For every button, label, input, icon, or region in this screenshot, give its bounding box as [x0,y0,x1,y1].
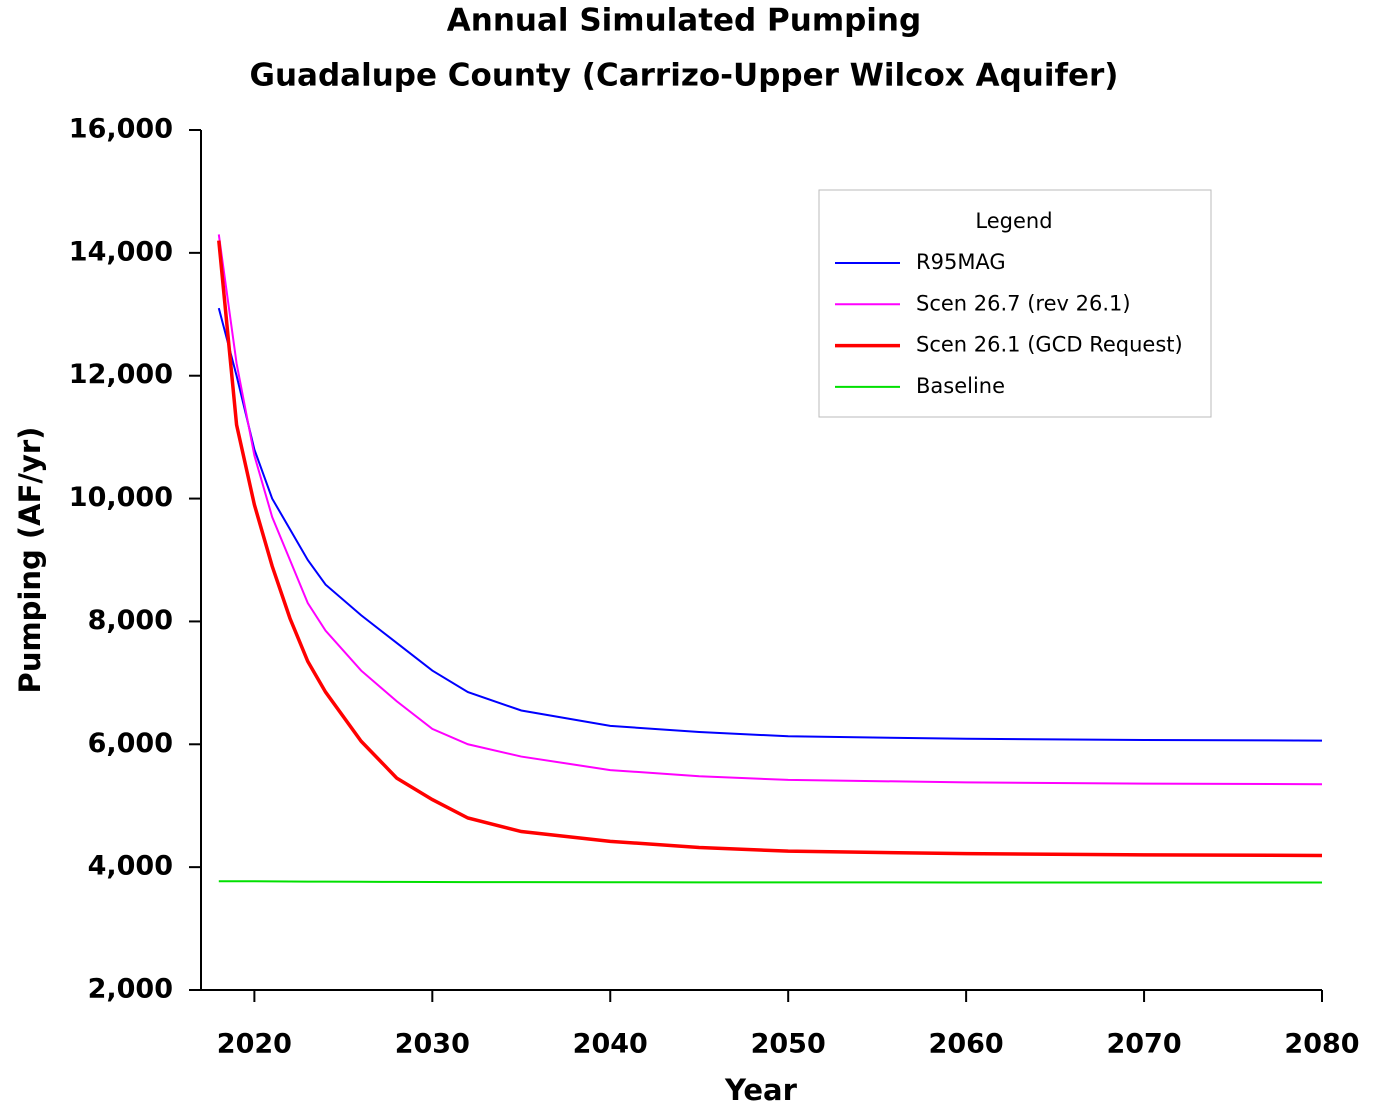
series-line [217,240,1323,858]
x-tick-label: 2030 [395,1029,470,1060]
x-tick-label: 2060 [929,1029,1004,1060]
x-tick-label: 2070 [1106,1029,1181,1060]
chart-title: Annual Simulated Pumping [447,3,921,39]
series-line [217,234,1323,786]
y-tick-label: 10,000 [69,482,173,513]
y-tick-label: 6,000 [88,728,173,759]
y-tick-label: 2,000 [88,974,173,1005]
series-line [217,307,1323,742]
series-line [218,880,1322,884]
y-tick-label: 14,000 [69,236,173,267]
y-tick-label: 8,000 [88,605,173,636]
x-tick-label: 2020 [217,1029,292,1060]
x-tick-label: 2080 [1284,1029,1359,1060]
x-tick-label: 2040 [573,1029,648,1060]
chart-subtitle: Guadalupe County (Carrizo-Upper Wilcox A… [250,58,1119,94]
x-axis-label: Year [724,1073,798,1107]
y-tick-label: 12,000 [69,359,173,390]
y-axis-label: Pumping (AF/yr) [13,427,47,694]
legend-title: Legend [975,209,1052,233]
legend-label: Scen 26.7 (rev 26.1) [916,291,1131,315]
y-tick-label: 16,000 [69,114,173,145]
y-tick-label: 4,000 [88,851,173,882]
legend-label: Baseline [916,374,1005,398]
legend-label: R95MAG [916,250,1006,274]
legend-label: Scen 26.1 (GCD Request) [916,333,1183,357]
x-tick-label: 2050 [751,1029,826,1060]
